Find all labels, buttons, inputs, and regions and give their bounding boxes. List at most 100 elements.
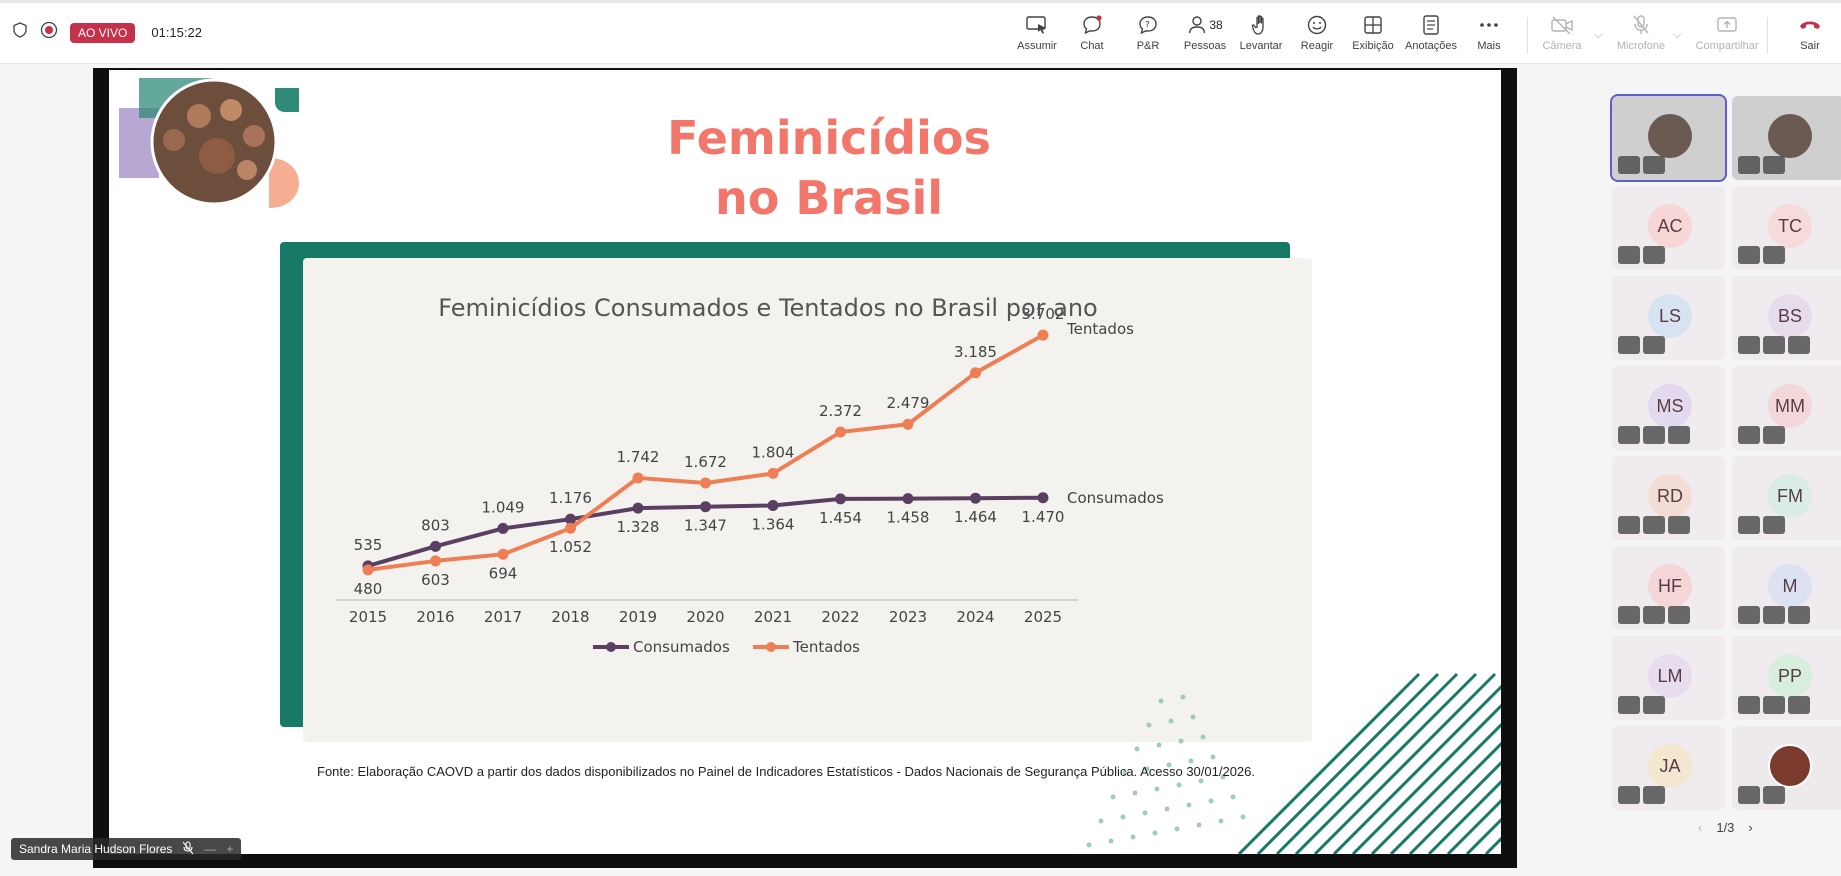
decorative-dot (1230, 794, 1236, 800)
data-label: 2.372 (819, 402, 862, 420)
series-end-label: Tentados (1066, 320, 1134, 338)
plus-icon[interactable]: + (226, 842, 234, 856)
participant-status-icons (1738, 156, 1785, 174)
data-label: 1.470 (1022, 508, 1065, 526)
people-button[interactable]: 38 Pessoas (1175, 13, 1235, 52)
mic-off-icon (1763, 156, 1785, 174)
participant-tile[interactable]: BS (1732, 276, 1841, 360)
decorative-dot (1164, 806, 1170, 812)
decorative-stripe (1408, 760, 1501, 854)
participant-status-icons (1738, 606, 1810, 624)
x-tick-label: 2017 (484, 608, 522, 626)
chat-button[interactable]: Chat (1062, 13, 1122, 52)
participant-avatar: M (1768, 564, 1812, 608)
more-button[interactable]: Mais (1459, 13, 1519, 52)
mic-options-chevron-icon[interactable]: ⌵ (1673, 29, 1682, 41)
take-control-label: Assumir (1017, 40, 1057, 52)
emoji-icon (1305, 13, 1329, 37)
decorative-stripe (1237, 672, 1421, 854)
participant-video-thumbnail (1768, 744, 1812, 788)
qa-button[interactable]: ? P&R (1118, 13, 1178, 52)
decorative-dot (1218, 818, 1224, 824)
data-point (700, 501, 711, 513)
participant-tile[interactable] (1732, 96, 1841, 180)
camera-off-icon (1738, 786, 1760, 804)
participant-tile[interactable] (1732, 726, 1841, 810)
participant-tile[interactable]: TC (1732, 186, 1841, 270)
participants-gallery: AC TC LS BS MS MM RD FM HF M LM PP JA ‹ 1/3 › (1608, 64, 1841, 876)
participant-status-icons (1618, 336, 1665, 354)
leave-button[interactable]: Sair (1780, 13, 1840, 52)
previous-page-icon[interactable]: ‹ (1698, 820, 1703, 835)
camera-options-chevron-icon[interactable]: ⌵ (1594, 29, 1603, 41)
data-label: 1.364 (752, 515, 795, 533)
react-button[interactable]: Reagir (1287, 13, 1347, 52)
meeting-timer: 01:15:22 (151, 25, 202, 40)
participant-tile[interactable]: LM (1612, 636, 1725, 720)
participant-tile[interactable]: AC (1612, 186, 1725, 270)
data-label: 2.479 (887, 394, 930, 412)
participant-tile[interactable]: PP (1732, 636, 1841, 720)
camera-off-icon (1763, 336, 1785, 354)
decorative-stripe (1427, 779, 1501, 854)
participant-tile[interactable]: M (1732, 546, 1841, 630)
participant-avatar: LM (1648, 654, 1692, 698)
recording-icon[interactable] (40, 21, 58, 44)
participant-avatar: MS (1648, 384, 1692, 428)
slide-source-note: Fonte: Elaboração CAOVD a partir dos dad… (317, 764, 1255, 779)
data-point (902, 418, 914, 430)
notes-button[interactable]: Anotações (1401, 13, 1461, 52)
next-page-icon[interactable]: › (1748, 820, 1753, 835)
live-badge: AO VIVO (70, 22, 136, 43)
people-count: 38 (1209, 18, 1223, 32)
decorative-dot (1190, 714, 1196, 720)
data-point (835, 426, 846, 438)
participant-avatar: LS (1648, 294, 1692, 338)
take-control-button[interactable]: Assumir (1007, 13, 1067, 52)
participant-tile[interactable]: MM (1732, 366, 1841, 450)
microphone-button[interactable]: Microfone (1611, 13, 1671, 52)
share-button[interactable]: Compartilhar (1696, 13, 1758, 52)
participant-tile[interactable]: MS (1612, 366, 1725, 450)
camera-off-icon (1643, 606, 1665, 624)
decorative-dot (1208, 798, 1214, 804)
participant-avatar: HF (1648, 564, 1692, 608)
raise-hand-button[interactable]: Levantar (1231, 13, 1291, 52)
participant-status-icons (1738, 426, 1785, 444)
decorative-dot (1152, 830, 1158, 836)
svg-text:?: ? (1145, 21, 1150, 31)
participant-tile[interactable]: JA (1612, 726, 1725, 810)
women-collage-image (119, 78, 299, 208)
camera-off-icon (1618, 606, 1640, 624)
decorative-dot (1120, 814, 1126, 820)
participant-tile[interactable]: HF (1612, 546, 1725, 630)
minus-icon[interactable]: — (204, 842, 217, 856)
decorative-dot (1200, 734, 1206, 740)
participant-avatar: AC (1648, 204, 1692, 248)
camera-off-icon (1738, 696, 1760, 714)
chat-label: Chat (1080, 40, 1104, 52)
participant-tile[interactable]: LS (1612, 276, 1725, 360)
camera-off-icon (1618, 336, 1640, 354)
presenter-name-tag: Sandra Maria Hudson Flores — + (11, 838, 242, 860)
mic-off-icon (1629, 13, 1653, 37)
participant-status-icons (1618, 606, 1690, 624)
participant-video-thumbnail (1768, 114, 1812, 158)
view-button[interactable]: Exibição (1343, 13, 1403, 52)
participant-status-icons (1618, 246, 1665, 264)
participant-tile[interactable]: RD (1612, 456, 1725, 540)
mic-off-icon (1788, 336, 1810, 354)
camera-button[interactable]: Câmera (1532, 13, 1592, 52)
shield-icon[interactable] (12, 22, 28, 43)
data-point (565, 513, 576, 525)
data-point (835, 493, 846, 505)
participant-tile[interactable]: FM (1732, 456, 1841, 540)
x-tick-label: 2019 (619, 608, 657, 626)
camera-off-icon (1738, 336, 1760, 354)
camera-label: Câmera (1542, 40, 1582, 52)
camera-off-icon (1618, 786, 1640, 804)
slide-title-line-2: no Brasil (714, 171, 944, 225)
data-point (970, 492, 981, 504)
participant-tile[interactable] (1610, 94, 1727, 182)
decorative-stripe (1332, 684, 1501, 854)
